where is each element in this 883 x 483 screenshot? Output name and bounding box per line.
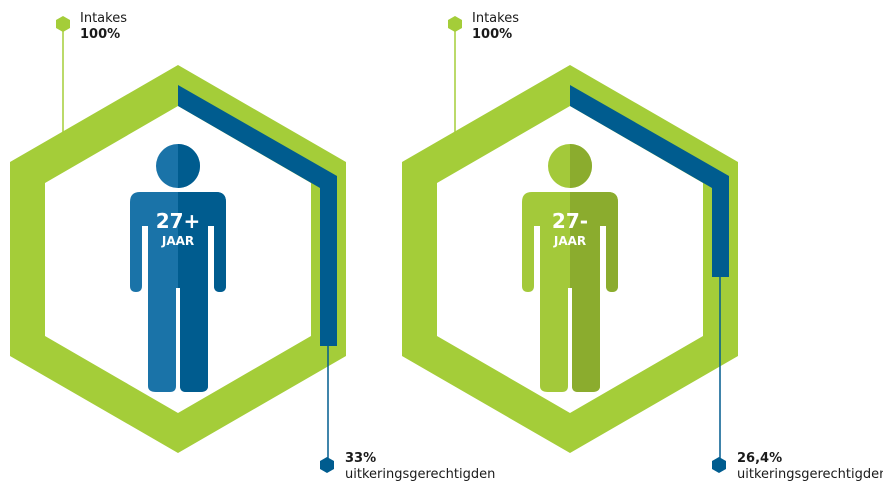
top-label-block: Intakes 100% [80, 11, 127, 43]
panel-27-minus: 27- JAAR Intakes 100% 26,4% uitkeringsge… [392, 0, 883, 482]
badge-unit: JAAR [161, 234, 194, 248]
bottom-hex-marker-icon [320, 457, 334, 473]
top-label: Intakes [472, 11, 519, 26]
top-label: Intakes [80, 11, 127, 26]
top-label-block: Intakes 100% [472, 11, 519, 43]
badge-value: 27- [552, 209, 588, 233]
bottom-value: 26,4% [737, 451, 783, 466]
bottom-value: 33% [345, 451, 377, 466]
bottom-label-block: 33% uitkeringsgerechtigden [345, 451, 495, 483]
hexagon-graphic: 27+ JAAR [10, 16, 346, 473]
badge-value: 27+ [156, 209, 201, 233]
person-icon: 27+ JAAR [130, 144, 226, 392]
panel-27-plus: 27+ JAAR Intakes 100% 33% uitkeringsgere… [0, 0, 495, 482]
bottom-label: uitkeringsgerechtigden [345, 467, 496, 482]
progress-band [570, 85, 729, 277]
hexagon-graphic: 27- JAAR [402, 16, 738, 473]
top-hex-marker-icon [56, 16, 70, 32]
top-value: 100% [80, 27, 121, 42]
top-value: 100% [472, 27, 513, 42]
top-hex-marker-icon [448, 16, 462, 32]
bottom-label-block: 26,4% uitkeringsgerechtigden [737, 451, 883, 483]
bottom-label: uitkeringsgerechtigden [737, 467, 883, 482]
progress-band [178, 85, 337, 346]
badge-unit: JAAR [553, 234, 586, 248]
bottom-hex-marker-icon [712, 457, 726, 473]
person-icon: 27- JAAR [522, 144, 618, 392]
